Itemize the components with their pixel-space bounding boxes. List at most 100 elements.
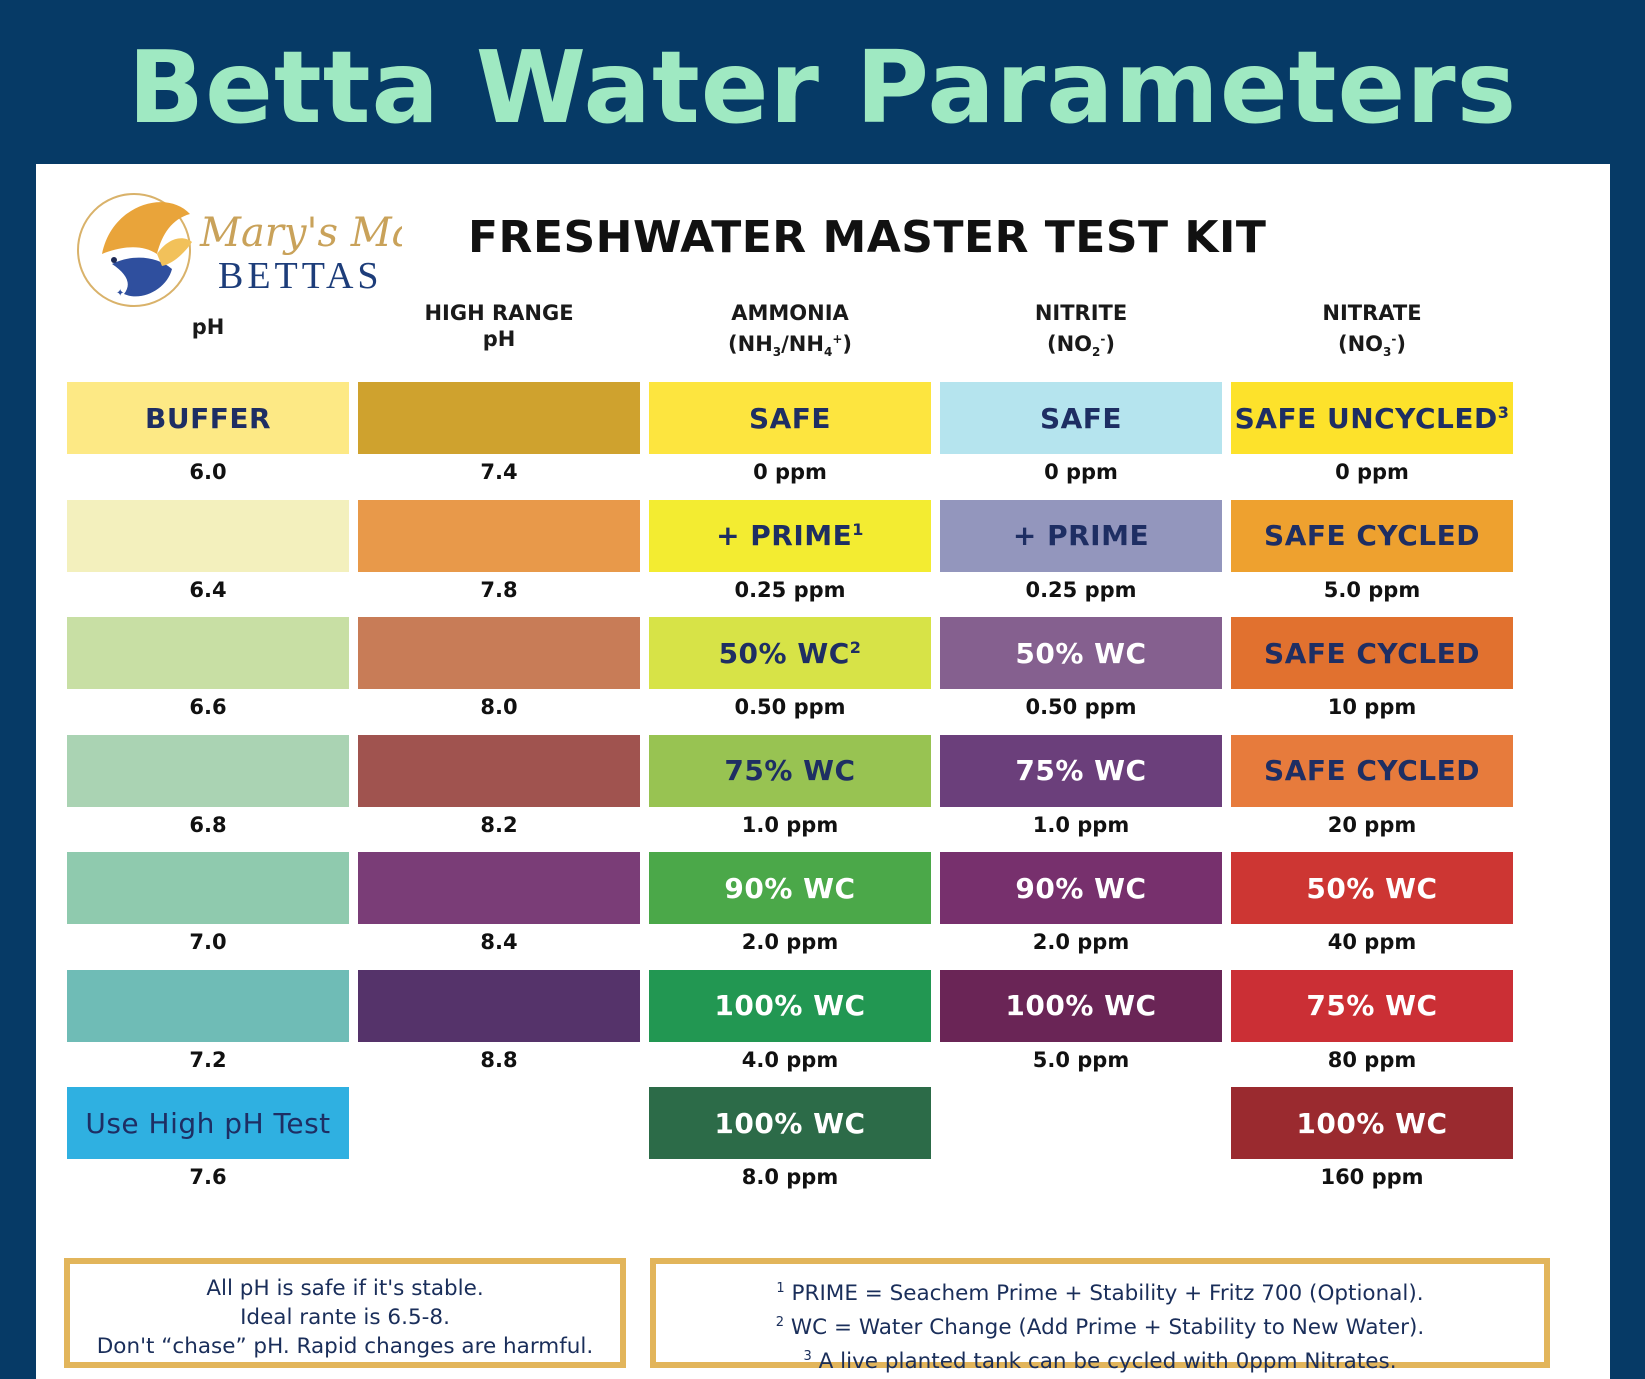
reading-value-ph: 6.8 bbox=[189, 812, 227, 837]
swatch-label: SAFE CYCLED bbox=[1264, 519, 1480, 552]
column-header-nitrite: NITRITE (NO2-) bbox=[940, 300, 1222, 365]
footnote-number: 3 bbox=[803, 1349, 812, 1365]
reading-value-high-ph: 8.4 bbox=[480, 930, 518, 954]
color-swatch-nitrate: SAFE UNCYCLED 3 bbox=[1231, 382, 1513, 454]
reading-value-nitrite: 5.0 ppm bbox=[1032, 1047, 1130, 1072]
swatch-label: SAFE bbox=[748, 401, 832, 435]
reading-value-ph: 7.2 bbox=[189, 1047, 227, 1072]
swatch-label: 75% WC bbox=[1015, 754, 1147, 787]
footnote-line: 2 WC = Water Change (Add Prime + Stabili… bbox=[656, 1308, 1544, 1342]
color-swatch-ammonia: 50% WC 2 bbox=[649, 617, 931, 689]
brand-logo: ✦ ✦ Mary's Magic BETTAS bbox=[77, 193, 402, 307]
test-kit-card: ✦ ✦ Mary's Magic BETTAS FRESHWATER MASTE… bbox=[36, 164, 1610, 1379]
color-swatch-nitrite: SAFE bbox=[940, 382, 1222, 454]
reading-value-ph: 6.4 bbox=[189, 577, 227, 602]
swatch-label: 90% WC bbox=[1015, 871, 1147, 905]
color-swatch-high-ph bbox=[358, 969, 640, 1042]
swatch-label: 50% WC bbox=[1306, 871, 1438, 905]
swatch-footnote-marker: 1 bbox=[852, 520, 864, 539]
swatch-label: 50% WC bbox=[1015, 636, 1147, 670]
swatch-label: 50% WC bbox=[718, 636, 850, 670]
color-swatch-ph bbox=[67, 969, 349, 1042]
color-swatch-ph: BUFFER bbox=[67, 382, 349, 454]
reading-value-nitrate: 80 ppm bbox=[1327, 1047, 1417, 1072]
reading-value-ammonia: 0.25 ppm bbox=[734, 577, 846, 602]
ph-note-line: All pH is safe if it's stable. bbox=[206, 1276, 484, 1301]
color-swatch-nitrite: 90% WC bbox=[940, 852, 1222, 924]
color-swatch-high-ph bbox=[358, 734, 640, 807]
color-swatch-nitrate: SAFE CYCLED bbox=[1231, 617, 1513, 689]
color-swatch-nitrite: + PRIME bbox=[940, 499, 1222, 572]
color-swatch-ph bbox=[67, 734, 349, 807]
column-header-line: pH bbox=[482, 327, 516, 351]
column-header-line: pH bbox=[191, 315, 225, 339]
color-swatch-nitrate: 50% WC bbox=[1231, 852, 1513, 924]
ph-note-line: Ideal rante is 6.5-8. bbox=[240, 1305, 450, 1330]
color-swatch-ph bbox=[67, 617, 349, 689]
footnote-line: 1 PRIME = Seachem Prime + Stability + Fr… bbox=[656, 1274, 1544, 1308]
footnotes-box: 1 PRIME = Seachem Prime + Stability + Fr… bbox=[650, 1258, 1550, 1374]
column-header-line: AMMONIA bbox=[731, 301, 849, 325]
swatch-label: 100% WC bbox=[1005, 989, 1157, 1022]
reading-value-high-ph: 8.0 bbox=[480, 695, 518, 719]
reading-value-ammonia: 2.0 ppm bbox=[741, 930, 839, 954]
reading-value-high-ph: 8.2 bbox=[480, 812, 518, 837]
ph-note-box: All pH is safe if it's stable. Ideal ran… bbox=[64, 1258, 626, 1368]
reading-value-nitrite: 0.50 ppm bbox=[1025, 695, 1137, 719]
color-swatch-ph: Use High pH Test bbox=[67, 1087, 349, 1159]
reading-value-ammonia: 0.50 ppm bbox=[734, 695, 846, 719]
footnote-text: WC = Water Change (Add Prime + Stability… bbox=[790, 1315, 1425, 1341]
reading-value-nitrite: 0 ppm bbox=[1044, 460, 1118, 484]
column-header-formula: (NO2-) bbox=[1047, 332, 1115, 360]
kit-title: FRESHWATER MASTER TEST KIT bbox=[468, 212, 1267, 263]
color-swatch-ammonia: 90% WC bbox=[649, 852, 931, 924]
column-header-ammonia: AMMONIA (NH3/NH4+) bbox=[649, 300, 931, 365]
color-swatch-ph bbox=[67, 499, 349, 572]
color-swatch-ph bbox=[67, 852, 349, 924]
swatch-label: 100% WC bbox=[714, 989, 866, 1022]
color-swatch-ammonia: 100% WC bbox=[649, 969, 931, 1042]
reading-value-ph: 6.6 bbox=[189, 695, 227, 719]
swatch-label: SAFE CYCLED bbox=[1264, 754, 1480, 787]
reading-value-nitrate: 40 ppm bbox=[1327, 930, 1417, 954]
column-header-ph: pH bbox=[67, 314, 349, 340]
footnote-line: 3 A live planted tank can be cycled with… bbox=[656, 1342, 1544, 1376]
page-title: Betta Water Parameters bbox=[127, 29, 1518, 146]
color-swatch-nitrate: 75% WC bbox=[1231, 969, 1513, 1042]
reading-value-nitrate: 20 ppm bbox=[1327, 812, 1417, 837]
betta-fish-logo-icon: ✦ ✦ bbox=[77, 193, 192, 307]
reading-value-nitrate: 0 ppm bbox=[1335, 460, 1409, 484]
reading-value-ammonia: 1.0 ppm bbox=[741, 812, 839, 837]
column-header-line: NITRITE bbox=[1034, 301, 1128, 325]
reading-value-nitrate: 5.0 ppm bbox=[1323, 577, 1421, 602]
color-swatch-high-ph bbox=[358, 499, 640, 572]
reading-value-nitrate: 10 ppm bbox=[1327, 695, 1417, 719]
swatch-label: + PRIME bbox=[1012, 519, 1150, 552]
reading-value-high-ph: 8.8 bbox=[480, 1047, 518, 1072]
reading-value-ph: 7.0 bbox=[189, 930, 227, 954]
swatch-label: + PRIME bbox=[716, 519, 853, 552]
swatch-label: SAFE CYCLED bbox=[1264, 636, 1480, 670]
footnote-number: 1 bbox=[776, 1281, 785, 1296]
logo-caps-text: BETTAS bbox=[218, 255, 383, 297]
column-header-line: HIGH RANGE bbox=[424, 301, 574, 325]
swatch-footnote-marker: 3 bbox=[1497, 402, 1510, 422]
color-swatch-high-ph bbox=[358, 852, 640, 924]
color-swatch-ammonia: + PRIME 1 bbox=[649, 499, 931, 572]
reading-value-nitrite: 0.25 ppm bbox=[1025, 577, 1137, 602]
reading-value-nitrate: 160 ppm bbox=[1320, 1165, 1424, 1189]
svg-text:✦ ✦: ✦ ✦ bbox=[116, 288, 136, 299]
color-swatch-ammonia: 75% WC bbox=[649, 734, 931, 807]
column-header-formula: (NH3/NH4+) bbox=[728, 332, 852, 360]
swatch-label: 100% WC bbox=[1296, 1106, 1448, 1140]
color-swatch-ammonia: 100% WC bbox=[649, 1087, 931, 1159]
swatch-label: Use High pH Test bbox=[85, 1106, 331, 1140]
color-swatch-high-ph bbox=[358, 382, 640, 454]
color-swatch-nitrite: 100% WC bbox=[940, 969, 1222, 1042]
color-swatch-nitrite: 50% WC bbox=[940, 617, 1222, 689]
reading-value-ph: 6.0 bbox=[189, 460, 227, 484]
color-swatch-nitrate: SAFE CYCLED bbox=[1231, 499, 1513, 572]
swatch-label: 100% WC bbox=[714, 1106, 866, 1140]
swatch-label: SAFE bbox=[1039, 401, 1123, 435]
swatch-label: 75% WC bbox=[1306, 989, 1438, 1022]
